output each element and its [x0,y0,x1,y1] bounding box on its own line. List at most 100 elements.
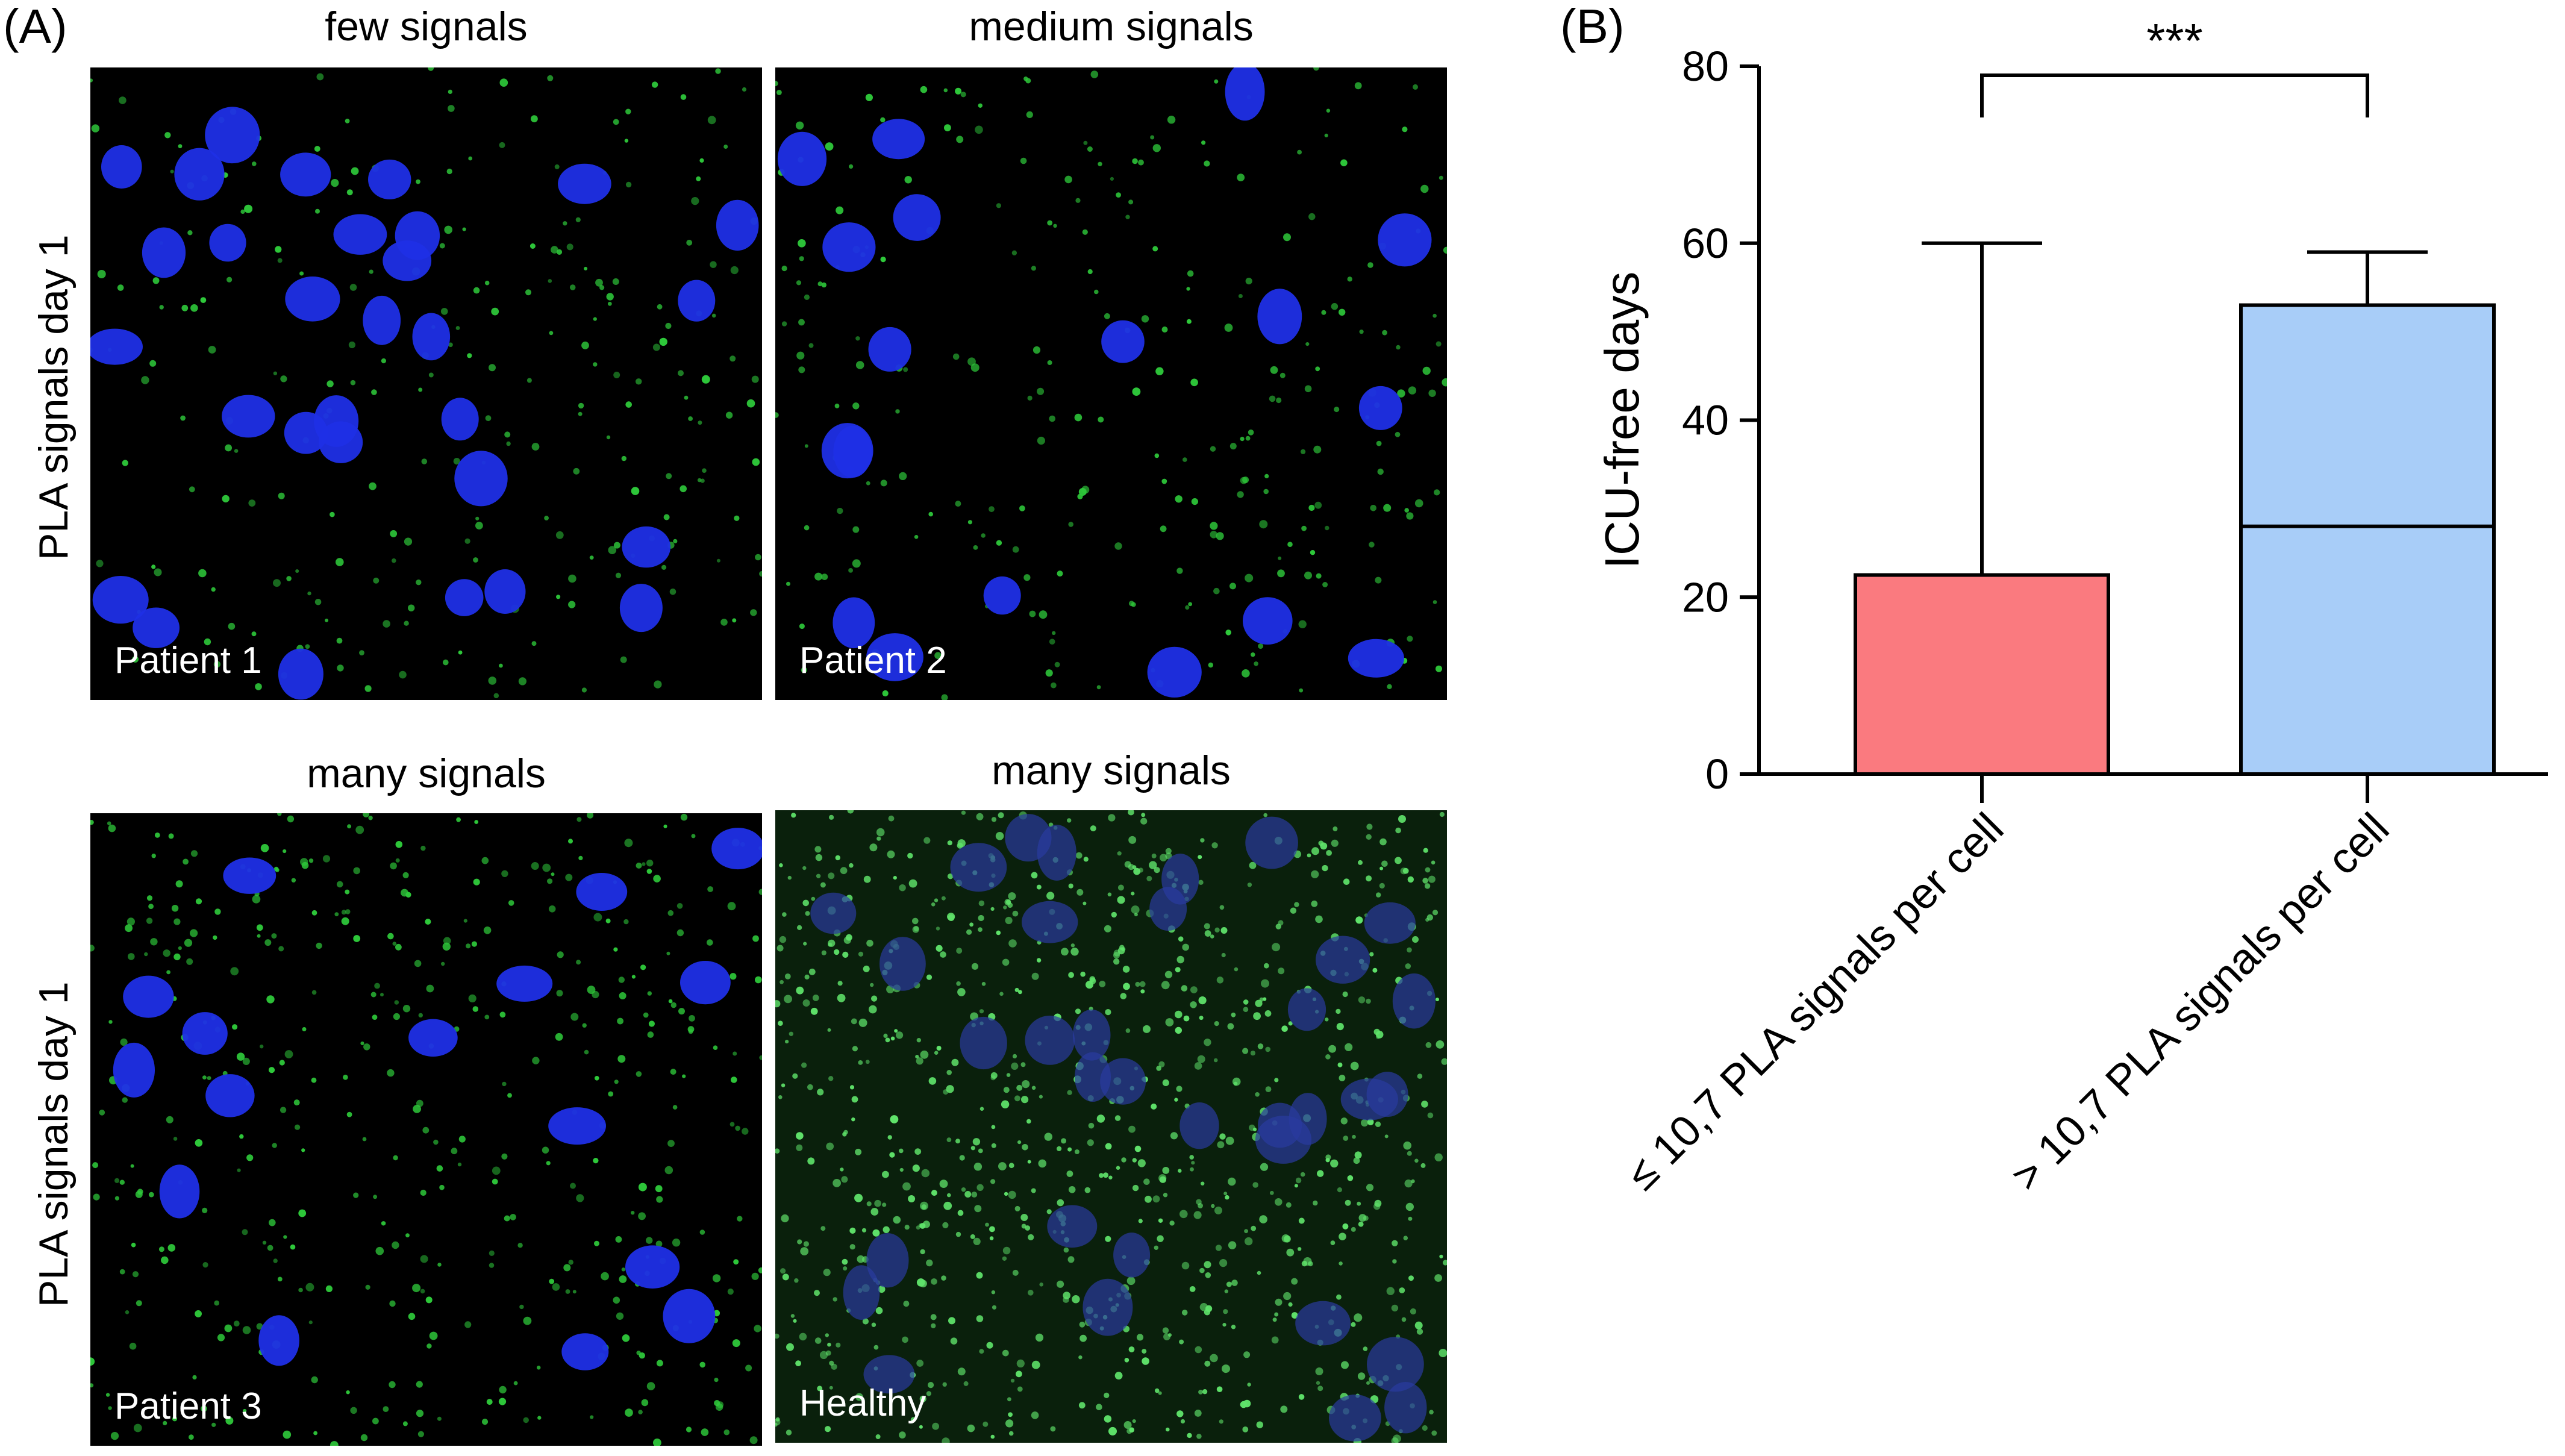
signal-dot [1354,1151,1362,1159]
signal-dot [713,1045,718,1050]
signal-dot [117,284,124,291]
y-tick-label: 20 [1682,573,1729,620]
signal-dot [1245,1237,1253,1246]
signal-dot [732,1339,740,1348]
signal-dot [1397,389,1405,398]
signal-dot [402,1421,408,1426]
signal-dot [956,981,961,986]
signal-dot [1028,1290,1034,1296]
cell-nucleus [278,648,323,700]
signal-dot [914,1148,922,1155]
signal-dot [655,1240,663,1248]
signal-dot [1020,1062,1026,1067]
signal-dot [1083,901,1087,905]
signal-dot [926,974,933,980]
signal-dot [666,951,670,955]
signal-dot [1154,453,1160,458]
signal-dot [90,78,93,83]
signal-dot [1375,1121,1381,1127]
cell-nucleus [123,975,174,1018]
signal-dot [1420,184,1429,193]
signal-dot [1284,1235,1291,1243]
signal-dot [1414,1158,1419,1163]
signal-dot [932,1422,939,1430]
signal-dot [1252,1127,1257,1131]
signal-dot [584,1049,589,1055]
signal-dot [667,910,674,916]
signal-dot [1175,495,1183,503]
signal-dot [1325,1154,1331,1160]
signal-dot [1096,685,1101,690]
signal-dot [295,1124,301,1130]
signal-dot [1126,1428,1133,1434]
signal-dot [526,378,532,383]
signal-dot [275,867,280,872]
signal-dot [1298,1394,1305,1400]
signal-dot [828,1076,834,1081]
cell-nucleus [258,1315,299,1366]
signal-dot [1274,1312,1279,1317]
signal-dot [750,609,757,616]
signal-dot [499,663,503,668]
signal-dot [827,1028,831,1032]
signal-dot [796,1144,803,1151]
signal-dot [440,308,448,315]
signal-dot [456,817,461,822]
signal-dot [919,1425,923,1429]
signal-dot [849,1227,856,1234]
signal-dot [979,1349,984,1354]
signal-dot [1434,1274,1442,1282]
signal-dot [392,942,397,946]
signal-dot [466,943,471,949]
signal-dot [1132,1419,1136,1423]
signal-dot [715,1403,723,1411]
signal-dot [1442,1260,1447,1266]
signal-dot [1002,1349,1009,1357]
signal-dot [1031,1086,1036,1090]
signal-dot [934,898,939,902]
signal-dot [421,458,428,464]
signal-dot [1089,976,1096,983]
signal-dot [305,1283,314,1292]
signal-dot [1180,1419,1186,1424]
signal-dot [803,1241,809,1247]
signal-dot [1350,1061,1359,1070]
signal-dot [1357,1372,1366,1380]
signal-dot [542,863,551,872]
cell-nucleus [1100,1058,1146,1105]
signal-dot [1057,1146,1062,1151]
cell-nucleus [1179,1102,1219,1149]
signal-dot [1272,943,1281,952]
signal-dot [701,375,710,384]
signal-dot [855,1148,862,1155]
cell-nucleus [182,1012,228,1055]
signal-dot [1224,1289,1228,1293]
signal-dot [974,1205,982,1213]
signal-dot [1183,457,1187,462]
signal-dot [405,1233,410,1238]
signal-dot [1439,1254,1443,1258]
signal-dot [654,680,662,689]
signal-dot [785,1040,789,1044]
signal-dot [1332,826,1338,831]
signal-dot [349,284,357,291]
signal-dot [1313,1200,1318,1206]
signal-dot [1169,1220,1175,1226]
signal-dot [1061,1138,1067,1144]
signal-dot [1057,1199,1064,1207]
cell-nucleus [1113,1233,1151,1278]
signal-dot [991,817,997,822]
signal-dot [1175,1026,1182,1034]
signal-dot [990,1434,995,1439]
signal-dot [475,516,480,520]
signal-dot [804,294,810,300]
signal-dot [404,620,409,626]
signal-dot [1039,1095,1043,1099]
signal-dot [426,984,434,993]
signal-dot [952,353,960,360]
signal-dot [107,821,111,826]
signal-dot [1139,981,1146,987]
signal-dot [1280,1405,1288,1413]
signal-dot [720,619,728,626]
signal-dot [492,1166,501,1175]
